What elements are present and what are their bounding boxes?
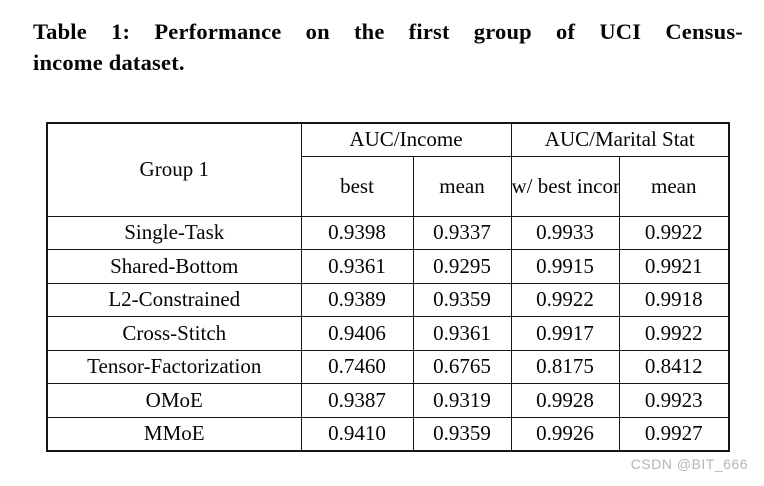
value-cell: 0.9927 — [618, 416, 730, 451]
value-cell: 0.9398 — [300, 215, 414, 250]
method-cell: L2-Constrained — [46, 282, 302, 317]
table-row-omoe: OMoE 0.9387 0.9319 0.9928 0.9923 — [46, 383, 730, 418]
value-cell: 0.9915 — [510, 249, 620, 284]
method-cell: MMoE — [46, 416, 302, 451]
value-cell: 0.9921 — [618, 249, 730, 284]
header-income-mean: mean — [412, 155, 512, 217]
table-row-l2-constrained: L2-Constrained 0.9389 0.9359 0.9922 0.99… — [46, 282, 730, 317]
value-cell: 0.7460 — [300, 349, 414, 384]
header-income-best: best — [300, 155, 414, 217]
value-cell: 0.8175 — [510, 349, 620, 384]
header-marital-w-best-income: w/ best income — [510, 155, 620, 217]
table-row-tensor-factorization: Tensor-Factorization 0.7460 0.6765 0.817… — [46, 349, 730, 384]
method-cell: Tensor-Factorization — [46, 349, 302, 384]
header-group-1: Group 1 — [46, 122, 302, 217]
caption-line-2: income dataset. — [33, 50, 185, 75]
value-cell: 0.9923 — [618, 383, 730, 418]
value-cell: 0.9928 — [510, 383, 620, 418]
value-cell: 0.9359 — [412, 416, 512, 451]
method-cell: Cross-Stitch — [46, 316, 302, 351]
value-cell: 0.9410 — [300, 416, 414, 451]
header-marital-mean: mean — [618, 155, 730, 217]
table-row-single-task: Single-Task 0.9398 0.9337 0.9933 0.9922 — [46, 215, 730, 250]
value-cell: 0.9387 — [300, 383, 414, 418]
value-cell: 0.9926 — [510, 416, 620, 451]
header-row-metrics: best mean w/ best income mean — [47, 155, 730, 217]
value-cell: 0.9337 — [412, 215, 512, 250]
value-cell: 0.9389 — [300, 282, 414, 317]
value-cell: 0.9361 — [300, 249, 414, 284]
value-cell: 0.9319 — [412, 383, 512, 418]
value-cell: 0.9917 — [510, 316, 620, 351]
value-cell: 0.9406 — [300, 316, 414, 351]
value-cell: 0.9359 — [412, 282, 512, 317]
table-caption: Table 1: Performance on the first group … — [33, 16, 743, 78]
caption-line-1: Table 1: Performance on the first group … — [33, 19, 743, 44]
method-cell: Single-Task — [46, 215, 302, 250]
value-cell: 0.9361 — [412, 316, 512, 351]
method-cell: Shared-Bottom — [46, 249, 302, 284]
watermark: CSDN @BIT_666 — [630, 456, 748, 472]
value-cell: 0.6765 — [412, 349, 512, 384]
value-cell: 0.9918 — [618, 282, 730, 317]
header-auc-income: AUC/Income — [300, 122, 512, 157]
table-row-cross-stitch: Cross-Stitch 0.9406 0.9361 0.9917 0.9922 — [46, 316, 730, 351]
value-cell: 0.9922 — [510, 282, 620, 317]
method-cell: OMoE — [46, 383, 302, 418]
table-row-shared-bottom: Shared-Bottom 0.9361 0.9295 0.9915 0.992… — [46, 249, 730, 284]
value-cell: 0.9295 — [412, 249, 512, 284]
value-cell: 0.9933 — [510, 215, 620, 250]
value-cell: 0.8412 — [618, 349, 730, 384]
results-table: Group 1 AUC/Income AUC/Marital Stat best… — [46, 122, 730, 452]
header-row-groups: Group 1 AUC/Income AUC/Marital Stat — [46, 122, 730, 217]
table-row-mmoe: MMoE 0.9410 0.9359 0.9926 0.9927 — [46, 416, 730, 451]
value-cell: 0.9922 — [618, 316, 730, 351]
header-auc-marital-stat: AUC/Marital Stat — [510, 122, 730, 157]
value-cell: 0.9922 — [618, 215, 730, 250]
